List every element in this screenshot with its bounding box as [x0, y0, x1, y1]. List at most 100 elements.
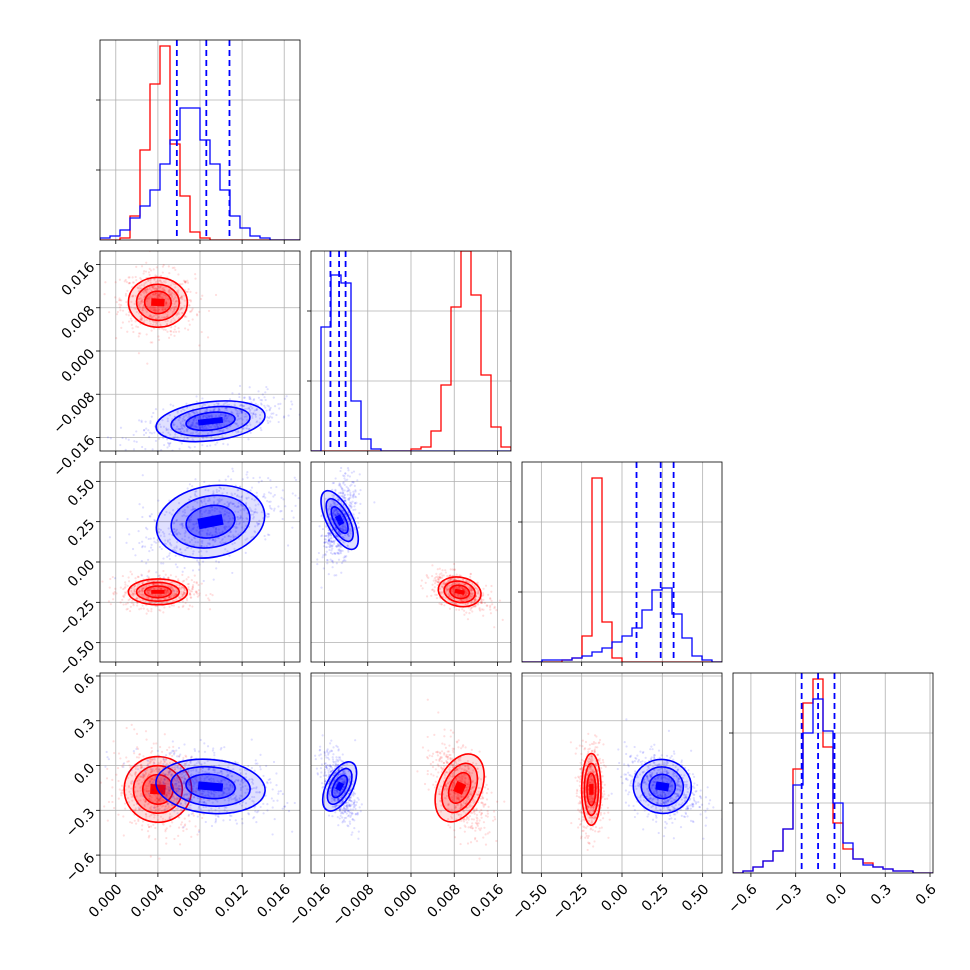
- sample-point: [152, 321, 155, 324]
- sample-point: [245, 496, 248, 499]
- sample-point: [340, 561, 344, 565]
- sample-point: [243, 509, 246, 512]
- sample-point: [130, 300, 133, 303]
- sample-point: [181, 524, 185, 528]
- sample-point: [133, 590, 136, 593]
- sample-point: [198, 344, 201, 347]
- sample-point: [154, 605, 157, 608]
- sample-point: [224, 407, 227, 410]
- sample-point: [425, 595, 429, 598]
- sample-point: [195, 426, 199, 429]
- sample-point: [144, 270, 148, 273]
- sample-point: [452, 562, 456, 566]
- sample-point: [159, 534, 162, 537]
- sample-point: [199, 426, 202, 429]
- sample-point: [188, 310, 192, 313]
- sample-point: [156, 324, 159, 327]
- sample-point: [149, 587, 152, 590]
- panel-content: [316, 466, 504, 629]
- sample-point: [196, 501, 199, 504]
- sample-point: [139, 315, 142, 318]
- sample-point: [469, 575, 472, 578]
- sample-point: [227, 535, 230, 538]
- sample-point: [172, 522, 175, 525]
- hist-panel-1: [307, 250, 512, 455]
- sample-point: [200, 500, 203, 503]
- sample-point: [194, 425, 197, 428]
- sample-point: [203, 424, 207, 428]
- sample-point: [171, 423, 174, 426]
- sample-point: [243, 507, 246, 510]
- sample-point: [151, 548, 154, 552]
- y-tick-label: 0.008: [59, 303, 99, 343]
- sample-point: [239, 514, 242, 517]
- sample-point: [340, 466, 343, 470]
- sample-point: [122, 834, 125, 837]
- sample-point: [272, 760, 276, 764]
- sample-point: [212, 492, 215, 495]
- sample-point: [108, 311, 111, 314]
- sample-point: [221, 435, 224, 438]
- sample-point: [141, 820, 145, 823]
- sample-point: [157, 293, 160, 296]
- sample-point: [258, 476, 261, 479]
- sample-point: [184, 515, 187, 518]
- sample-point: [175, 305, 178, 308]
- sample-point: [347, 469, 350, 472]
- sample-point: [145, 612, 148, 615]
- sample-point: [144, 526, 148, 529]
- sample-point: [140, 419, 143, 422]
- sample-point: [293, 476, 296, 479]
- sample-point: [354, 495, 358, 499]
- sample-point: [179, 547, 182, 551]
- sample-point: [152, 742, 155, 745]
- sample-point: [430, 575, 434, 578]
- sample-point: [200, 544, 203, 548]
- sample-point: [139, 593, 142, 596]
- sample-point: [136, 575, 140, 578]
- sample-point: [172, 594, 175, 598]
- sample-point: [149, 420, 152, 423]
- sample-point: [282, 415, 286, 418]
- sample-point: [180, 307, 183, 311]
- sample-point: [210, 414, 213, 417]
- sample-point: [166, 315, 169, 318]
- sample-point: [235, 409, 238, 412]
- sample-point: [258, 519, 261, 522]
- sample-point: [133, 307, 136, 310]
- sample-point: [121, 309, 125, 312]
- sample-point: [121, 321, 124, 324]
- sample-point: [183, 588, 186, 591]
- sample-point: [201, 427, 204, 430]
- sample-point: [162, 611, 165, 614]
- sample-point: [272, 412, 275, 415]
- sample-point: [338, 549, 341, 552]
- sample-point: [119, 757, 122, 760]
- sample-point: [247, 496, 250, 499]
- sample-point: [133, 586, 136, 589]
- sample-point: [152, 287, 156, 290]
- sample-point: [131, 327, 134, 330]
- sample-point: [156, 749, 159, 753]
- sample-point: [175, 299, 178, 303]
- sample-point: [221, 537, 224, 541]
- sample-point: [150, 307, 153, 310]
- sample-point: [213, 509, 216, 512]
- sample-point: [144, 730, 148, 733]
- sample-point: [212, 408, 215, 412]
- sample-point: [162, 316, 165, 320]
- sample-point: [147, 823, 150, 826]
- sample-point: [282, 416, 286, 419]
- sample-point: [267, 512, 270, 516]
- sample-point: [112, 592, 115, 595]
- sample-point: [266, 416, 269, 419]
- sample-point: [188, 519, 191, 522]
- sample-point: [489, 612, 493, 615]
- sample-point: [353, 501, 357, 504]
- sample-point: [147, 271, 151, 274]
- sample-point: [167, 290, 170, 293]
- sample-point: [264, 391, 267, 394]
- sample-point: [158, 527, 161, 531]
- sample-point: [237, 518, 240, 521]
- sample-point: [159, 745, 162, 749]
